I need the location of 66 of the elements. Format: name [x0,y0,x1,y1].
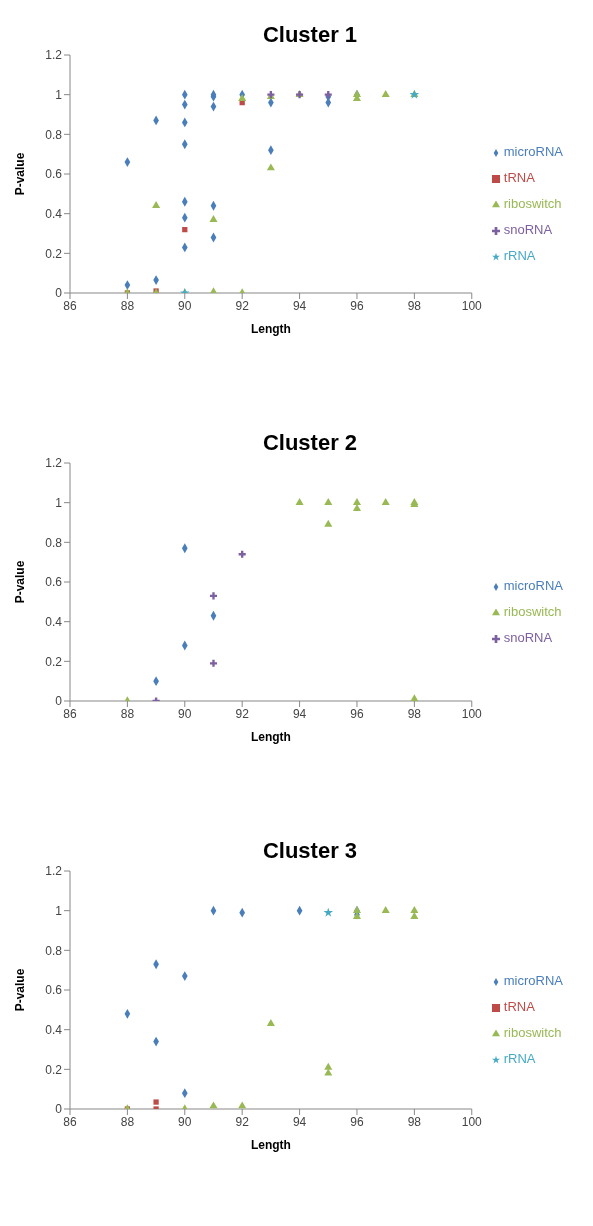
legend-label: tRNA [503,999,535,1014]
x-axis-title: Length [250,730,291,744]
x-axis-title: Length [250,1138,291,1152]
legend-label: rRNA [503,248,536,263]
y-tick-label: 0 [55,1102,63,1117]
legend-label: microRNA [503,144,563,159]
y-tick-label: 0.8 [45,535,63,550]
y-axis-title: P-value [13,560,28,604]
x-tick-label: 88 [120,1114,135,1129]
y-tick-label: 1 [55,87,63,102]
x-tick-label: 96 [350,706,364,721]
y-tick-label: 0.4 [45,1022,63,1037]
x-tick-label: 98 [407,706,422,721]
x-tick-label: 90 [178,1114,192,1129]
y-axis-title: P-value [13,968,28,1012]
y-tick-label: 1 [55,495,63,510]
x-tick-label: 98 [407,1114,422,1129]
y-tick-label: 0.2 [45,1062,63,1077]
legend-label: tRNA [503,170,535,185]
legend-label: microRNA [503,578,563,593]
x-tick-label: 100 [461,1114,483,1129]
y-tick-label: 1.2 [45,864,63,879]
y-tick-label: 0.2 [45,246,63,261]
legend-label: snoRNA [503,222,553,237]
legend-label: riboswitch [503,1025,562,1040]
chart-title: Cluster 3 [261,838,359,864]
x-tick-label: 86 [63,1114,77,1129]
y-tick-label: 0.4 [45,614,63,629]
x-tick-label: 96 [350,298,364,313]
y-tick-label: 0.4 [45,206,63,221]
x-tick-label: 100 [461,298,483,313]
x-tick-label: 98 [407,298,422,313]
legend-label: riboswitch [503,604,562,619]
x-tick-label: 92 [235,706,250,721]
y-tick-label: 0.2 [45,654,63,669]
legend-label: riboswitch [503,196,562,211]
y-axis-title: P-value [13,152,28,196]
chart-title: Cluster 2 [261,430,359,456]
y-tick-label: 0.6 [45,575,63,590]
x-tick-label: 90 [178,298,192,313]
y-tick-label: 1.2 [45,48,63,63]
x-tick-label: 88 [120,706,135,721]
x-tick-label: 92 [235,1114,250,1129]
x-tick-label: 94 [292,298,307,313]
x-tick-label: 86 [63,706,77,721]
x-tick-label: 90 [178,706,192,721]
y-tick-label: 0.8 [45,943,63,958]
x-tick-label: 92 [235,298,250,313]
legend-label: snoRNA [503,630,553,645]
x-tick-label: 86 [63,298,77,313]
x-tick-label: 100 [461,706,483,721]
x-tick-label: 94 [292,706,307,721]
y-tick-label: 0.8 [45,127,63,142]
y-tick-label: 0.6 [45,167,63,182]
x-tick-label: 96 [350,1114,364,1129]
legend-label: microRNA [503,973,563,988]
legend-label: rRNA [503,1051,536,1066]
x-axis-title: Length [250,322,291,336]
x-tick-label: 88 [120,298,135,313]
chart-title: Cluster 1 [261,22,359,48]
y-tick-label: 0 [55,286,63,301]
y-tick-label: 1.2 [45,456,63,471]
y-tick-label: 0 [55,694,63,709]
y-tick-label: 0.6 [45,983,63,998]
y-tick-label: 1 [55,903,63,918]
x-tick-label: 94 [292,1114,307,1129]
